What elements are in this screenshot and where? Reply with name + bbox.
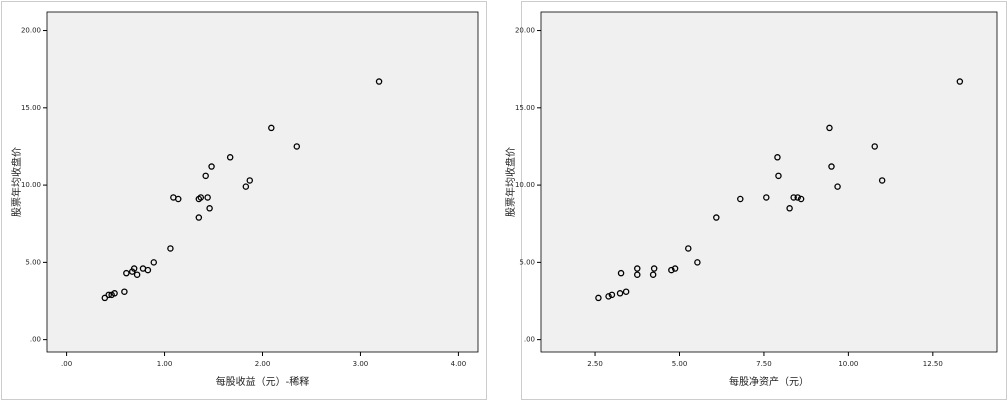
- x-tick-label: 5.00: [672, 360, 688, 368]
- point: [105, 291, 112, 299]
- x-axis-label: 每股净资产（元）: [729, 375, 809, 388]
- point: [150, 259, 158, 266]
- point: [834, 183, 841, 190]
- y-tick-label: 20.00: [515, 27, 535, 35]
- point: [694, 259, 701, 266]
- point: [763, 194, 770, 201]
- point: [671, 265, 679, 272]
- point: [794, 194, 801, 201]
- point: [108, 291, 115, 299]
- y-tick-label: 5.00: [519, 258, 535, 266]
- point: [195, 214, 203, 221]
- point: [133, 271, 141, 278]
- point: [608, 291, 616, 299]
- point: [128, 268, 136, 275]
- point: [668, 266, 675, 274]
- point: [685, 245, 692, 252]
- y-tick-label: 10.00: [515, 181, 535, 189]
- point: [242, 183, 250, 190]
- point: [634, 271, 641, 278]
- point: [786, 205, 793, 212]
- point: [956, 78, 964, 85]
- point: [204, 194, 211, 201]
- point: [605, 293, 612, 300]
- point: [878, 177, 886, 184]
- point: [828, 163, 835, 170]
- point: [375, 78, 383, 85]
- point: [101, 294, 109, 302]
- y-tick-label: .00: [30, 336, 41, 344]
- x-tick-label: 1.00: [157, 360, 173, 368]
- point: [121, 288, 128, 295]
- y-tick-label: 15.00: [515, 104, 535, 112]
- point: [208, 163, 215, 170]
- point: [826, 124, 833, 132]
- point: [871, 143, 878, 150]
- x-tick-label: 3.00: [353, 360, 369, 368]
- point: [195, 195, 203, 203]
- x-tick-label: 4.00: [451, 360, 467, 368]
- point: [774, 154, 781, 161]
- y-tick-label: 10.00: [21, 181, 41, 189]
- point: [167, 245, 174, 252]
- point: [123, 269, 130, 277]
- point: [797, 195, 805, 203]
- y-tick-label: 20.00: [21, 27, 41, 35]
- y-axis-label: 股票年均收盘价: [504, 147, 517, 217]
- point: [268, 124, 275, 132]
- point: [144, 266, 152, 274]
- plot-area: [46, 11, 479, 353]
- y-tick-label: .00: [524, 336, 535, 344]
- point: [737, 195, 744, 203]
- panel-border: [1, 1, 487, 400]
- point: [649, 271, 657, 278]
- point: [790, 194, 797, 201]
- x-tick-label: .00: [61, 360, 72, 368]
- x-tick-label: 2.50: [587, 360, 603, 368]
- point: [775, 172, 782, 180]
- point: [622, 288, 630, 295]
- point: [616, 290, 624, 297]
- point: [713, 214, 720, 221]
- y-tick-label: 5.00: [25, 258, 41, 266]
- plot-area: [540, 11, 998, 353]
- point: [206, 205, 213, 212]
- y-axis-label: 股票年均收盘价: [10, 147, 23, 217]
- point: [293, 143, 301, 150]
- x-tick-label: 2.00: [255, 360, 271, 368]
- x-tick-label: 12.50: [923, 360, 943, 368]
- point: [202, 172, 209, 180]
- x-tick-label: 7.50: [756, 360, 772, 368]
- panel-border: [521, 1, 1007, 400]
- x-axis-label: 每股收益（元）-稀释: [216, 375, 310, 388]
- point: [650, 265, 658, 272]
- point: [226, 154, 234, 161]
- point: [175, 195, 182, 203]
- point: [246, 177, 254, 184]
- point: [634, 265, 641, 272]
- y-tick-label: 15.00: [21, 104, 41, 112]
- x-tick-label: 10.00: [838, 360, 858, 368]
- point: [617, 269, 625, 277]
- point: [595, 294, 602, 302]
